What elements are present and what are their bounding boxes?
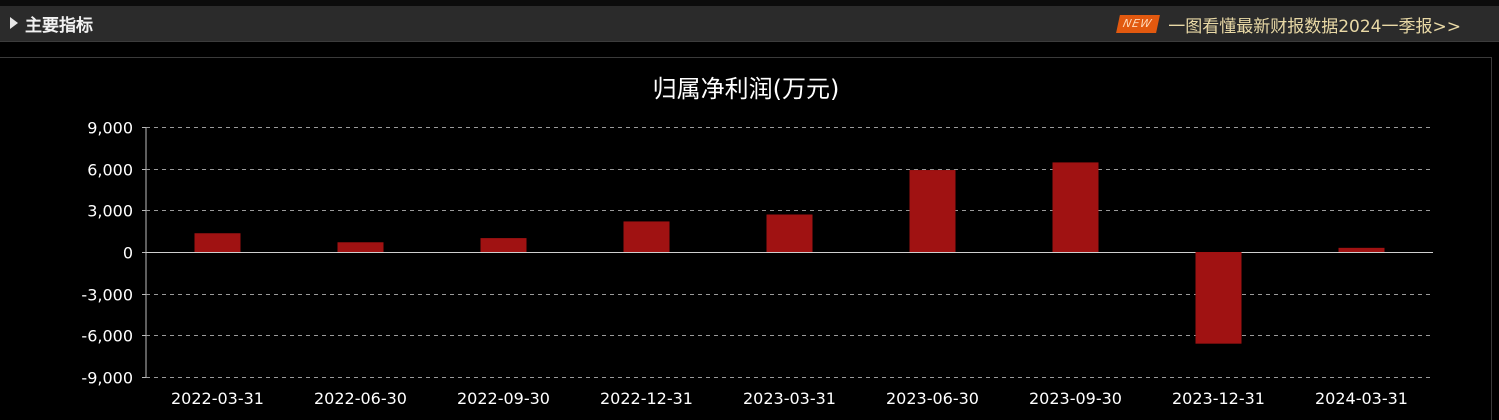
y-tick-label: -9,000 — [81, 369, 133, 388]
bar — [480, 238, 527, 252]
x-tick-label: 2023-06-30 — [886, 389, 979, 408]
x-tick-label: 2022-03-31 — [171, 389, 264, 408]
x-tick-label: 2023-12-31 — [1172, 389, 1265, 408]
chart-panel — [0, 57, 1492, 420]
y-tick-label: 6,000 — [87, 161, 133, 180]
bar — [337, 242, 384, 252]
top-bar: 主要指标 NEW 一图看懂最新财报数据2024一季报>> — [0, 0, 1499, 42]
chart-title: 归属净利润(万元) — [652, 75, 840, 103]
triangle-right-icon — [10, 17, 18, 29]
section-title: 主要指标 — [25, 15, 93, 36]
y-tick-label: 9,000 — [87, 119, 133, 138]
bar — [909, 170, 956, 252]
promo-text[interactable]: 一图看懂最新财报数据2024一季报>> — [1168, 16, 1461, 37]
bar — [1338, 247, 1385, 252]
y-tick-label: -6,000 — [81, 327, 133, 346]
y-tick-label: 3,000 — [87, 202, 133, 221]
x-tick-label: 2022-09-30 — [457, 389, 550, 408]
bar — [766, 214, 813, 252]
section-header[interactable]: 主要指标 — [10, 11, 93, 36]
bar — [194, 233, 241, 252]
promo-link[interactable]: NEW 一图看懂最新财报数据2024一季报>> — [1116, 11, 1461, 37]
y-tick-label: -3,000 — [81, 286, 133, 305]
x-tick-label: 2023-09-30 — [1029, 389, 1122, 408]
y-tick-label: 0 — [123, 244, 133, 263]
x-tick-label: 2024-03-31 — [1315, 389, 1408, 408]
x-tick-label: 2022-12-31 — [600, 389, 693, 408]
bar — [1052, 162, 1099, 252]
bar — [623, 221, 670, 252]
x-tick-label: 2022-06-30 — [314, 389, 407, 408]
bar — [1195, 252, 1242, 344]
x-tick-label: 2023-03-31 — [743, 389, 836, 408]
